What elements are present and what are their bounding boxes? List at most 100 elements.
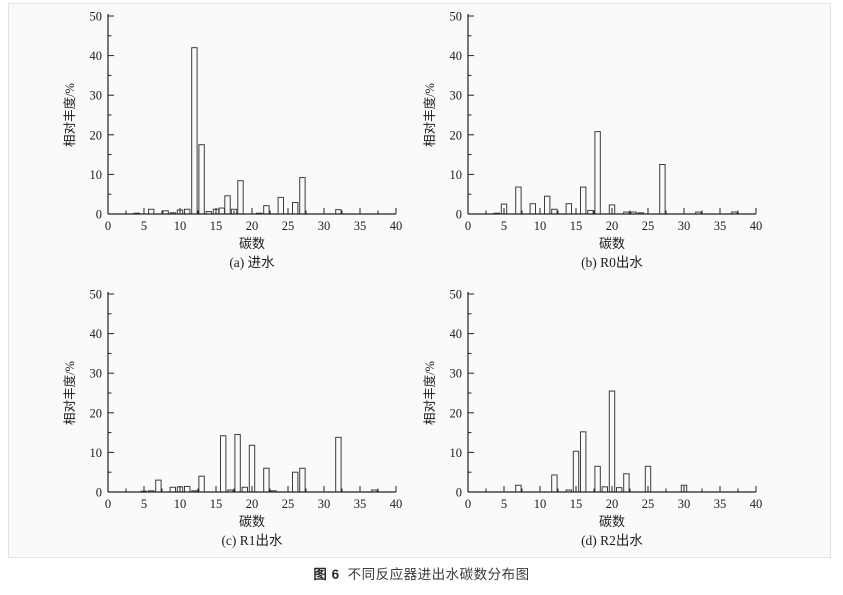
- figure-caption-text: 不同反应器进出水碳数分布图: [347, 567, 530, 582]
- bar-c16.6: [224, 195, 231, 215]
- x-tick-label: 30: [318, 497, 331, 511]
- y-axis-label: 相对丰度/%: [422, 361, 437, 425]
- x-tick-label: 30: [678, 497, 691, 511]
- x-tick-label: 40: [390, 497, 403, 511]
- y-tick-label: 0: [456, 208, 462, 222]
- bar-c24: [277, 196, 285, 215]
- y-tick-label: 40: [90, 49, 103, 63]
- bar-c13: [198, 475, 205, 493]
- x-axis-label: 碳数: [239, 514, 265, 529]
- y-tick-label: 0: [456, 486, 462, 500]
- y-tick-label: 50: [90, 288, 103, 302]
- y-tick-label: 30: [90, 89, 103, 103]
- bar-c9: [529, 203, 536, 215]
- bar-c11: [544, 195, 551, 215]
- y-tick-label: 20: [90, 406, 103, 420]
- x-tick-label: 5: [501, 497, 507, 511]
- x-tick-label: 35: [354, 219, 367, 233]
- x-tick-label: 35: [714, 497, 727, 511]
- x-tick-label: 30: [318, 219, 331, 233]
- x-tick-label: 25: [642, 219, 655, 233]
- bar-c18: [594, 131, 601, 215]
- x-tick-label: 15: [570, 219, 583, 233]
- x-tick-label: 35: [354, 497, 367, 511]
- bar-c18: [234, 434, 241, 493]
- y-axis-label: 相对丰度/%: [422, 83, 437, 147]
- figure-caption-number: 图 6: [313, 567, 340, 582]
- bar-c12: [551, 474, 558, 493]
- bar-c11: [184, 485, 191, 493]
- x-tick-label: 15: [210, 497, 223, 511]
- bar-c16: [580, 431, 587, 493]
- y-tick-label: 30: [450, 367, 463, 381]
- bar-c26: [292, 471, 299, 493]
- y-tick-label: 20: [450, 406, 463, 420]
- x-tick-label: 0: [105, 497, 111, 511]
- bar-c9: [169, 486, 176, 493]
- subplot-caption: (d) R2出水: [581, 533, 643, 548]
- bar-c13: [198, 144, 205, 215]
- bar-c27: [299, 177, 306, 215]
- y-tick-label: 50: [450, 10, 463, 24]
- y-axis-label: 相对丰度/%: [62, 361, 77, 425]
- bar-c21: [616, 487, 623, 493]
- bar-c27: [299, 467, 306, 493]
- x-axis-label: 碳数: [599, 236, 625, 251]
- subplot-caption: (a) 进水: [229, 255, 275, 270]
- x-tick-label: 10: [534, 497, 547, 511]
- subplot-caption: (c) R1出水: [221, 533, 283, 548]
- y-tick-label: 10: [450, 168, 463, 182]
- y-tick-label: 0: [96, 208, 102, 222]
- bar-c19: [241, 486, 249, 493]
- x-tick-label: 40: [750, 497, 763, 511]
- bar-c15: [572, 450, 580, 493]
- bar-c20: [248, 444, 256, 493]
- x-tick-label: 20: [246, 219, 259, 233]
- y-tick-label: 10: [450, 446, 463, 460]
- bar-c12: [551, 208, 558, 215]
- y-tick-label: 30: [450, 89, 463, 103]
- x-tick-label: 25: [282, 497, 295, 511]
- x-tick-label: 20: [246, 497, 259, 511]
- y-tick-label: 20: [450, 128, 463, 142]
- chart-influent: 0 5 10 15 20 25 30 35 40 0 10 20 30 40 50 相对丰度/% 碳数 (a) 进…: [58, 0, 418, 272]
- y-axis-label: 相对丰度/%: [62, 83, 77, 147]
- y-tick-label: 50: [450, 288, 463, 302]
- bar-c18.4: [237, 180, 244, 215]
- bar-c15.8: [218, 207, 225, 215]
- x-tick-label: 0: [465, 497, 471, 511]
- bar-c6: [148, 208, 155, 215]
- bar-c32: [335, 209, 342, 215]
- y-tick-label: 20: [90, 128, 103, 142]
- bar-c18: [594, 465, 601, 493]
- bar-c19: [601, 486, 609, 493]
- x-tick-label: 0: [465, 219, 471, 233]
- x-tick-label: 20: [606, 497, 619, 511]
- bar-c7: [515, 186, 522, 215]
- bar-c12: [191, 47, 198, 215]
- bar-c14: [565, 203, 573, 215]
- x-tick-label: 0: [105, 219, 111, 233]
- bar-c26: [292, 202, 299, 215]
- bar-c20: [608, 390, 616, 493]
- x-tick-label: 10: [174, 497, 187, 511]
- y-tick-label: 0: [96, 486, 102, 500]
- x-tick-label: 5: [501, 219, 507, 233]
- y-tick-label: 40: [90, 327, 103, 341]
- figure-panel: [8, 3, 831, 558]
- x-tick-label: 5: [141, 497, 147, 511]
- x-axis-label: 碳数: [239, 236, 265, 251]
- bar-c22: [623, 473, 630, 493]
- y-tick-label: 50: [90, 10, 103, 24]
- x-tick-label: 30: [678, 219, 691, 233]
- chart-r1-effluent: 0 5 10 15 20 25 30 35 40 0 10 20 30 40 50 相对丰度/% 碳数 (c) R…: [58, 278, 418, 550]
- y-tick-label: 10: [90, 446, 103, 460]
- bar-c16: [220, 435, 227, 493]
- x-tick-label: 10: [174, 219, 187, 233]
- chart-r0-effluent: 0 5 10 15 20 25 30 35 40 0 10 20 30 40 50 相对丰度/% 碳数 (b) R…: [418, 0, 778, 272]
- bar-c7: [155, 479, 162, 493]
- bar-c16: [580, 186, 587, 215]
- x-tick-label: 25: [282, 219, 295, 233]
- y-tick-label: 40: [450, 327, 463, 341]
- x-tick-label: 40: [750, 219, 763, 233]
